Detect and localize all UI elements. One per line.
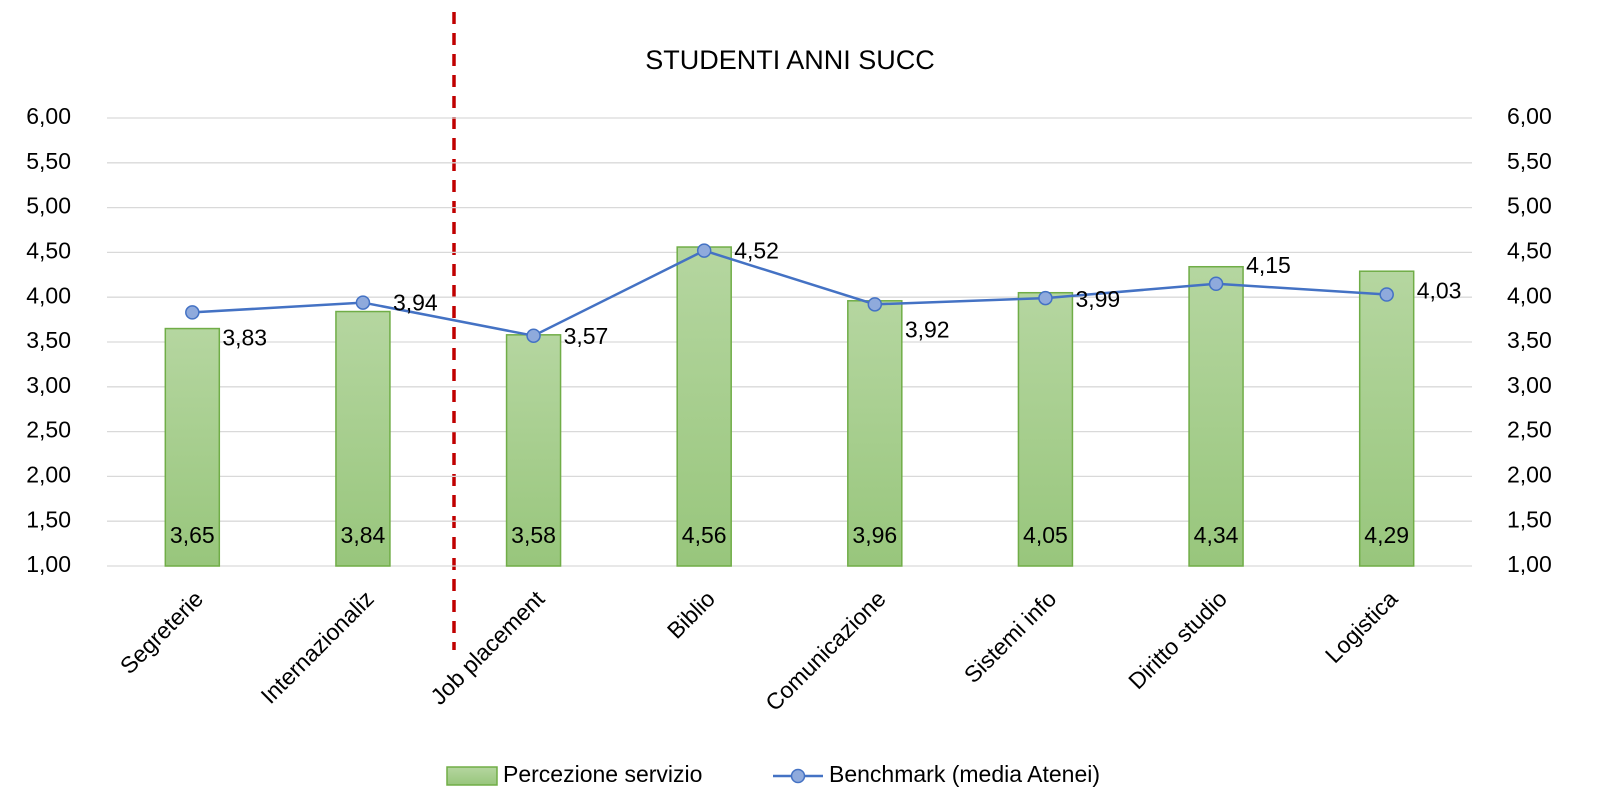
y-tick-label: 2,00 xyxy=(26,461,71,487)
bar-value-label: 3,58 xyxy=(511,522,556,548)
y2-tick-label: 3,00 xyxy=(1507,372,1552,398)
x-tick-label: Comunicazione xyxy=(760,585,890,715)
legend-label: Benchmark (media Atenei) xyxy=(829,761,1100,787)
line-marker xyxy=(185,305,200,320)
y-tick-label: 3,00 xyxy=(26,372,71,398)
y2-tick-label: 1,00 xyxy=(1507,551,1552,577)
y-tick-label: 2,50 xyxy=(26,417,71,443)
y-tick-label: 5,00 xyxy=(26,193,71,219)
line-value-label: 3,83 xyxy=(222,325,267,351)
x-tick-label: Job placement xyxy=(425,585,550,710)
y2-tick-label: 5,00 xyxy=(1507,193,1552,219)
line-value-label: 3,99 xyxy=(1075,286,1120,312)
bar xyxy=(676,246,732,567)
y2-tick-label: 5,50 xyxy=(1507,148,1552,174)
bar-value-label: 3,96 xyxy=(852,522,897,548)
bar xyxy=(1358,270,1415,567)
bar xyxy=(1017,291,1074,567)
line-value-label: 3,92 xyxy=(905,316,950,342)
x-tick-label: Biblio xyxy=(662,585,720,643)
bar-value-label: 4,34 xyxy=(1194,522,1239,548)
y2-tick-label: 2,50 xyxy=(1507,417,1552,443)
y2-tick-label: 1,50 xyxy=(1507,506,1552,532)
line-value-label: 3,94 xyxy=(393,290,438,316)
bar xyxy=(1188,265,1244,567)
x-tick-label: Sistemi info xyxy=(959,585,1061,687)
bar-value-label: 4,29 xyxy=(1364,522,1409,548)
line xyxy=(192,249,1387,338)
line-value-label: 4,52 xyxy=(734,238,779,264)
x-tick-label: Segreterie xyxy=(115,585,208,678)
y-tick-label: 1,00 xyxy=(26,551,71,577)
line-marker xyxy=(1379,287,1394,302)
line-marker xyxy=(1208,276,1224,292)
line-marker xyxy=(1038,290,1053,306)
legend-label: Percezione servizio xyxy=(503,761,702,787)
y2-tick-label: 3,50 xyxy=(1507,327,1552,353)
x-tick-label: Diritto studio xyxy=(1123,585,1232,694)
legend-marker xyxy=(790,768,806,784)
y-tick-label: 3,50 xyxy=(26,327,71,353)
line-marker xyxy=(867,297,883,312)
line-value-label: 4,15 xyxy=(1246,252,1291,278)
y-tick-label: 4,50 xyxy=(26,237,71,263)
y-tick-label: 1,50 xyxy=(26,506,71,532)
line-marker xyxy=(696,243,712,258)
y2-tick-label: 2,00 xyxy=(1507,461,1552,487)
line-value-label: 4,03 xyxy=(1417,278,1462,304)
chart-title: STUDENTI ANNI SUCC xyxy=(645,45,935,75)
bar xyxy=(164,327,221,567)
bar-value-label: 4,05 xyxy=(1023,522,1068,548)
line-marker xyxy=(355,295,371,310)
y2-tick-label: 6,00 xyxy=(1507,103,1552,129)
y-tick-label: 6,00 xyxy=(26,103,71,129)
line-value-label: 3,57 xyxy=(564,323,609,349)
y2-tick-label: 4,50 xyxy=(1507,237,1552,263)
y2-tick-label: 4,00 xyxy=(1507,282,1552,308)
bar-value-label: 3,65 xyxy=(170,522,215,548)
bar-value-label: 3,84 xyxy=(341,522,386,548)
bar xyxy=(335,310,391,567)
y-tick-label: 5,50 xyxy=(26,148,71,174)
x-tick-label: Logistica xyxy=(1320,585,1403,668)
bar-value-label: 4,56 xyxy=(682,522,727,548)
line-marker xyxy=(526,328,541,343)
y-tick-label: 4,00 xyxy=(26,282,71,308)
x-tick-label: Internazionaliz xyxy=(256,585,379,708)
legend-swatch xyxy=(446,766,498,786)
